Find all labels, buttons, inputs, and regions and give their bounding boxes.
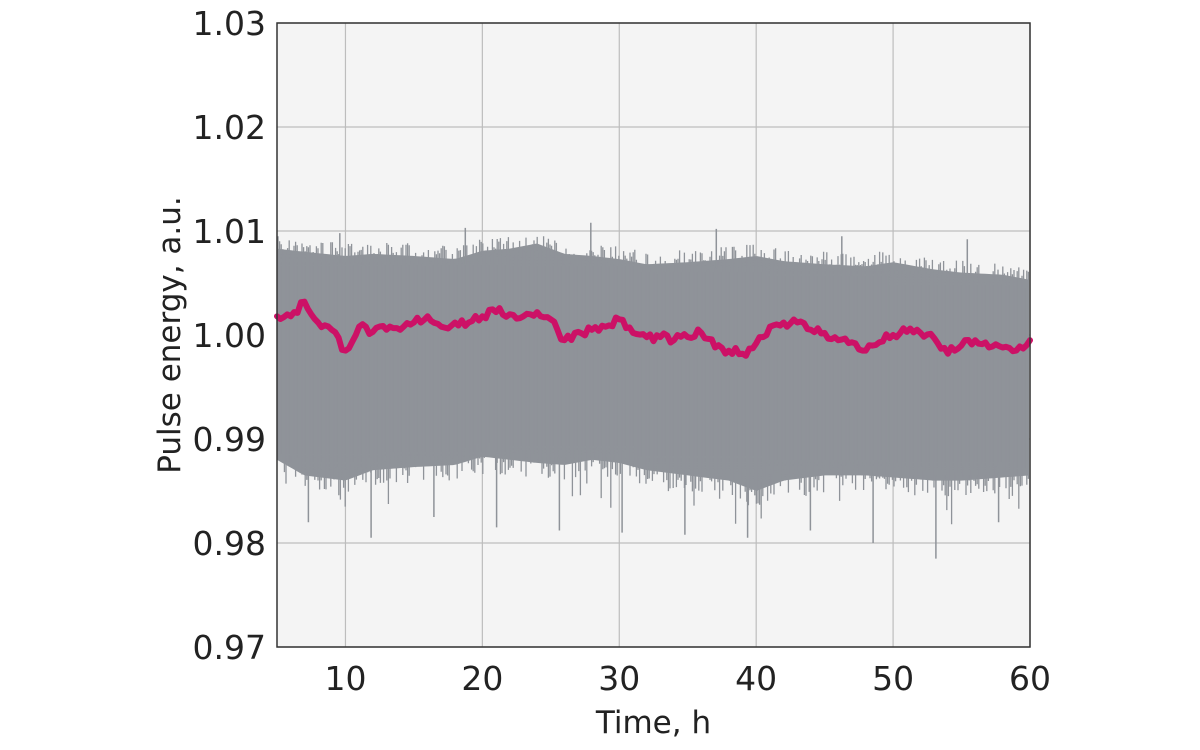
x-axis-ticks: 10 20 30 40 50 60 — [324, 659, 1051, 698]
x-tick-label: 50 — [872, 659, 914, 698]
x-tick-label: 60 — [1009, 659, 1051, 698]
y-tick-label: 1.01 — [193, 212, 266, 251]
raw-band-noise — [277, 236, 1030, 525]
y-tick-label: 0.97 — [193, 628, 266, 667]
average-pulse-energy-line — [274, 298, 1033, 359]
y-tick-label: 1.02 — [193, 108, 266, 147]
x-tick-label: 40 — [735, 659, 777, 698]
y-axis-ticks: 0.97 0.98 0.99 1.00 1.01 1.02 1.03 — [193, 4, 266, 667]
x-tick-label: 20 — [461, 659, 503, 698]
y-tick-label: 0.98 — [193, 524, 266, 563]
plot-frame — [276, 22, 1031, 648]
average-series-line — [274, 298, 1033, 359]
x-axis-title: Time, h — [595, 705, 711, 741]
y-tick-label: 1.00 — [193, 316, 266, 355]
y-tick-label: 0.99 — [193, 420, 266, 459]
raw-band-spikes — [307, 222, 1000, 559]
x-tick-label: 30 — [598, 659, 640, 698]
x-tick-label: 10 — [324, 659, 366, 698]
raw-pulse-energy-band — [277, 222, 1030, 559]
y-tick-label: 1.03 — [193, 4, 266, 43]
y-axis-title: Pulse energy, a.u. — [152, 196, 188, 474]
